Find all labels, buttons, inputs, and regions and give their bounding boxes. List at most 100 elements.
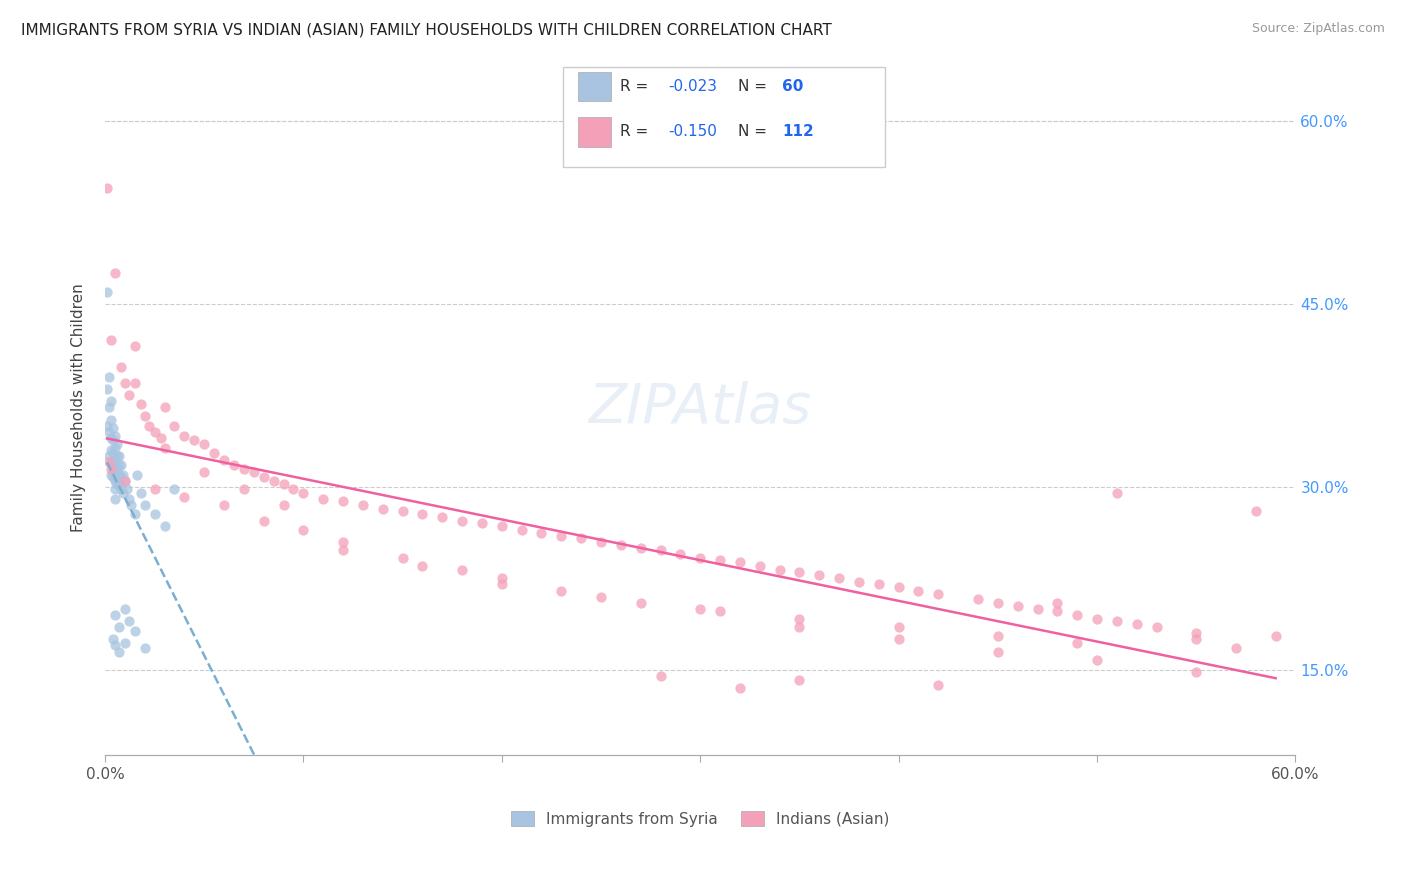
Point [101,455,124,469]
Point [138,418,160,433]
Point [101,434,124,448]
Point [108,458,131,472]
Point [650,543,672,558]
Point [105,450,128,464]
Bar [564,67,884,168]
Point [163,482,186,496]
Point [789,620,811,634]
Point [124,507,146,521]
Point [411,559,433,574]
Point [100,461,122,475]
Point [391,504,413,518]
Point [105,461,128,475]
Point [232,482,254,496]
Point [689,550,711,565]
Point [709,553,731,567]
Point [371,501,394,516]
Point [108,467,131,482]
Point [1264,629,1286,643]
Point [202,445,225,459]
Point [927,587,949,601]
Point [96,180,118,194]
Point [1185,626,1208,640]
Point [253,514,276,528]
Text: N =: N = [738,79,772,95]
Point [987,629,1010,643]
Point [104,465,127,479]
Point [1085,612,1108,626]
Point [96,285,118,299]
Point [153,441,176,455]
Point [927,677,949,691]
Point [491,519,513,533]
Point [118,388,141,402]
Point [173,428,195,442]
Point [689,602,711,616]
Point [105,437,128,451]
Point [134,640,156,655]
Point [451,563,474,577]
Point [510,523,533,537]
Point [108,620,131,634]
Point [610,538,633,552]
Point [134,409,156,423]
Point [273,498,295,512]
Point [104,607,127,622]
Point [104,474,127,488]
Point [263,474,285,488]
Point [97,450,120,464]
Text: IMMIGRANTS FROM SYRIA VS INDIAN (ASIAN) FAMILY HOUSEHOLDS WITH CHILDREN CORRELAT: IMMIGRANTS FROM SYRIA VS INDIAN (ASIAN) … [21,22,832,37]
Point [1066,636,1088,650]
Point [1085,653,1108,667]
Text: R =: R = [620,79,654,95]
Point [114,602,136,616]
Point [789,673,811,687]
Point [887,580,910,594]
Point [253,470,276,484]
Point [232,461,254,475]
Point [1007,599,1029,614]
Point [352,498,374,512]
Point [100,443,122,458]
Point [101,632,124,647]
Point [391,550,413,565]
Point [173,490,195,504]
Point [1105,486,1128,500]
Point [134,498,156,512]
Point [1105,614,1128,628]
Point [432,510,454,524]
Point [124,624,146,638]
Point [332,494,354,508]
Point [193,437,215,451]
Point [97,455,120,469]
Point [153,519,176,533]
Point [550,528,572,542]
Point [110,470,132,484]
Point [118,614,141,628]
Text: R =: R = [620,125,654,139]
Bar [578,72,612,102]
Point [1046,596,1069,610]
Point [105,477,128,491]
Text: -0.023: -0.023 [668,79,717,95]
Point [143,507,166,521]
Point [104,441,127,455]
Point [108,450,131,464]
Point [124,376,146,390]
Point [332,534,354,549]
Point [114,636,136,650]
Point [491,577,513,591]
Bar [578,118,612,146]
Point [451,514,474,528]
Point [987,644,1010,658]
Point [709,604,731,618]
Point [728,556,751,570]
Point [967,592,990,607]
Point [669,547,692,561]
Point [1185,665,1208,680]
Point [292,523,315,537]
Point [212,453,235,467]
Point [212,498,235,512]
Text: ZIPAtlas: ZIPAtlas [589,381,811,434]
Point [848,574,870,589]
